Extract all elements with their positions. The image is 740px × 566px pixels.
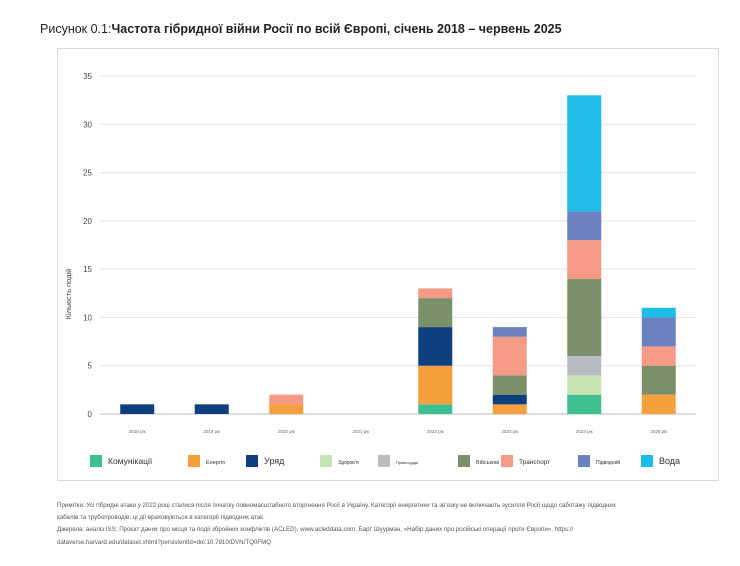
- y-tick-label: 15: [83, 265, 92, 274]
- x-tick-label: 2018 рік: [129, 429, 146, 434]
- note-line: dataverse.harvard.edu/dataset.xhtml?pers…: [57, 538, 272, 546]
- x-tick-labels: 2018 рік 2019 рік 2020 рік 2021 рік 2022 рік…: [129, 429, 667, 434]
- legend-swatch: [578, 455, 590, 467]
- notes: Примітки: Усі гібридні атаки у 2022 році…: [57, 500, 719, 549]
- grid-lines: [100, 75, 696, 415]
- bar-segment: [567, 356, 602, 376]
- bar-segment: [269, 404, 304, 414]
- legend-swatch: [641, 455, 653, 467]
- bar-segment: [418, 365, 453, 405]
- bar-segment: [269, 394, 304, 405]
- x-tick-label: 2022 рік: [427, 429, 444, 434]
- bar-segment: [492, 327, 527, 337]
- bar-segment: [641, 307, 676, 318]
- bar-segment: [492, 375, 527, 395]
- y-tick-labels: 0 5 10 15 20 25 30 35: [83, 72, 92, 419]
- y-tick-label: 25: [83, 169, 92, 178]
- legend-label: Здоров'я: [338, 460, 359, 466]
- bar-segment: [418, 404, 453, 414]
- figure-title: Рисунок 0.1:Частота гібридної війни Росі…: [40, 22, 562, 36]
- bar-segment: [492, 336, 527, 376]
- bar-segment: [567, 240, 602, 279]
- legend-label: Військові: [476, 459, 499, 466]
- bar-segment: [194, 404, 229, 414]
- legend-label: Підводний: [596, 459, 620, 466]
- legend-swatch: [188, 455, 200, 467]
- bar-segment: [567, 278, 602, 357]
- note-line: Джерела: аналіз ISS; Проєкт даних про мі…: [57, 526, 574, 534]
- x-tick-label: 2024 рік: [576, 429, 593, 434]
- bar-segment: [567, 95, 602, 212]
- legend-swatch: [246, 455, 258, 467]
- legend-label: Правосуддя: [396, 460, 418, 465]
- x-tick-label: 2020 рік: [278, 429, 295, 434]
- y-axis-label: Кількість подій: [64, 269, 73, 320]
- bar-segment: [641, 394, 676, 414]
- legend-swatch: [90, 455, 102, 467]
- legend-swatch: [378, 455, 390, 467]
- legend-swatch: [501, 455, 513, 467]
- bar-segment: [641, 346, 676, 366]
- y-tick-label: 0: [88, 410, 93, 419]
- legend-swatch: [320, 455, 332, 467]
- y-tick-label: 5: [88, 362, 93, 371]
- bar-segment: [567, 211, 602, 241]
- x-tick-label: 2025 рік: [650, 429, 667, 434]
- x-tick-label: 2023 рік: [501, 429, 518, 434]
- bar-segment: [418, 298, 453, 328]
- y-tick-label: 20: [83, 217, 92, 226]
- x-tick-label: 2021 рік: [352, 429, 369, 434]
- legend-label: Уряд: [264, 456, 285, 466]
- figure-number: Рисунок 0.1:: [40, 22, 112, 36]
- y-tick-label: 35: [83, 72, 92, 81]
- bar-segment: [492, 394, 527, 405]
- legend-label: Транспорт: [519, 459, 550, 466]
- note-line: Примітки: Усі гібридні атаки у 2022 році…: [57, 502, 616, 509]
- legend-swatch: [458, 455, 470, 467]
- bar-segment: [641, 365, 676, 395]
- bars: [120, 95, 676, 414]
- bar-segment: [418, 327, 453, 366]
- legend: Комунікації Енергія Уряд Здоров'я Правосуддя…: [90, 455, 680, 467]
- y-tick-label: 30: [83, 120, 92, 129]
- y-tick-label: 10: [83, 313, 92, 322]
- note-line: кабелів та трубопроводів; ці дії врахову…: [57, 514, 265, 522]
- chart-frame: 0 5 10 15 20 25 30 35 2018 рік 2019 рік 2020 рік 2…: [57, 48, 719, 481]
- figure-title-text: Частота гібридної війни Росії по всій Єв…: [111, 22, 562, 36]
- x-tick-label: 2019 рік: [203, 429, 220, 434]
- bar-segment: [567, 375, 602, 395]
- bar-segment: [492, 404, 527, 414]
- legend-label: Вода: [659, 456, 680, 466]
- bar-segment: [567, 394, 602, 414]
- legend-label: Енергія: [206, 460, 225, 466]
- legend-label: Комунікації: [108, 456, 153, 466]
- bar-segment: [120, 404, 155, 414]
- bar-segment: [641, 317, 676, 347]
- bar-segment: [418, 288, 453, 299]
